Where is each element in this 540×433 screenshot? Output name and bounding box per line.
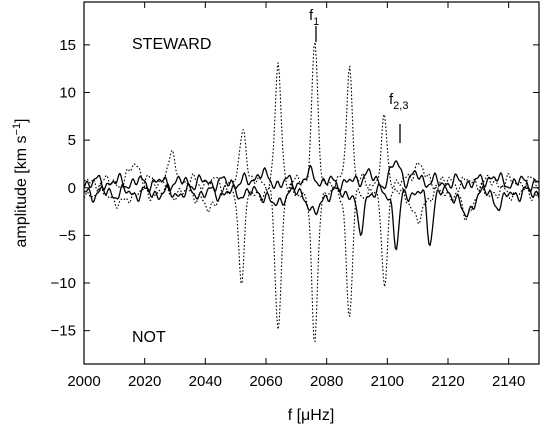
x-tick-label: 2120 <box>431 373 464 390</box>
annotation-steward: STEWARD <box>132 36 211 53</box>
x-tick-label: 2140 <box>492 373 525 390</box>
x-tick-label: 2060 <box>249 373 282 390</box>
x-tick-label: 2100 <box>371 373 404 390</box>
x-tick-label: 2000 <box>67 373 100 390</box>
y-tick-label: 5 <box>68 132 76 149</box>
plot-data <box>84 42 539 341</box>
y-tick-label: 15 <box>59 37 76 54</box>
y-tick-label: −5 <box>59 227 76 244</box>
annotation-f23-label: f2,3 <box>389 91 408 112</box>
x-tick-label: 2080 <box>310 373 343 390</box>
y-tick-label: 0 <box>68 180 76 197</box>
y-tick-label: −10 <box>51 275 76 292</box>
annotation-f23: f2,3 <box>389 91 408 143</box>
series-line-4 <box>84 184 539 250</box>
x-axis-label: f [μHz] <box>288 407 335 424</box>
y-tick-label: 10 <box>59 85 76 102</box>
x-tick-label: 2020 <box>128 373 161 390</box>
annotation-not: NOT <box>132 329 166 346</box>
y-axis-label: amplitude [km s−1] <box>11 118 30 247</box>
series-line-3 <box>84 161 539 192</box>
x-tick-label: 2040 <box>189 373 222 390</box>
annotation-f1-label: f1 <box>309 7 319 28</box>
y-tick-label: −15 <box>51 323 76 340</box>
axes-ticks: 2000 2020 2040 2060 2080 2100 2120 2140 −15 −10 −5… <box>51 2 539 390</box>
annotation-f1: f1 <box>309 7 319 42</box>
